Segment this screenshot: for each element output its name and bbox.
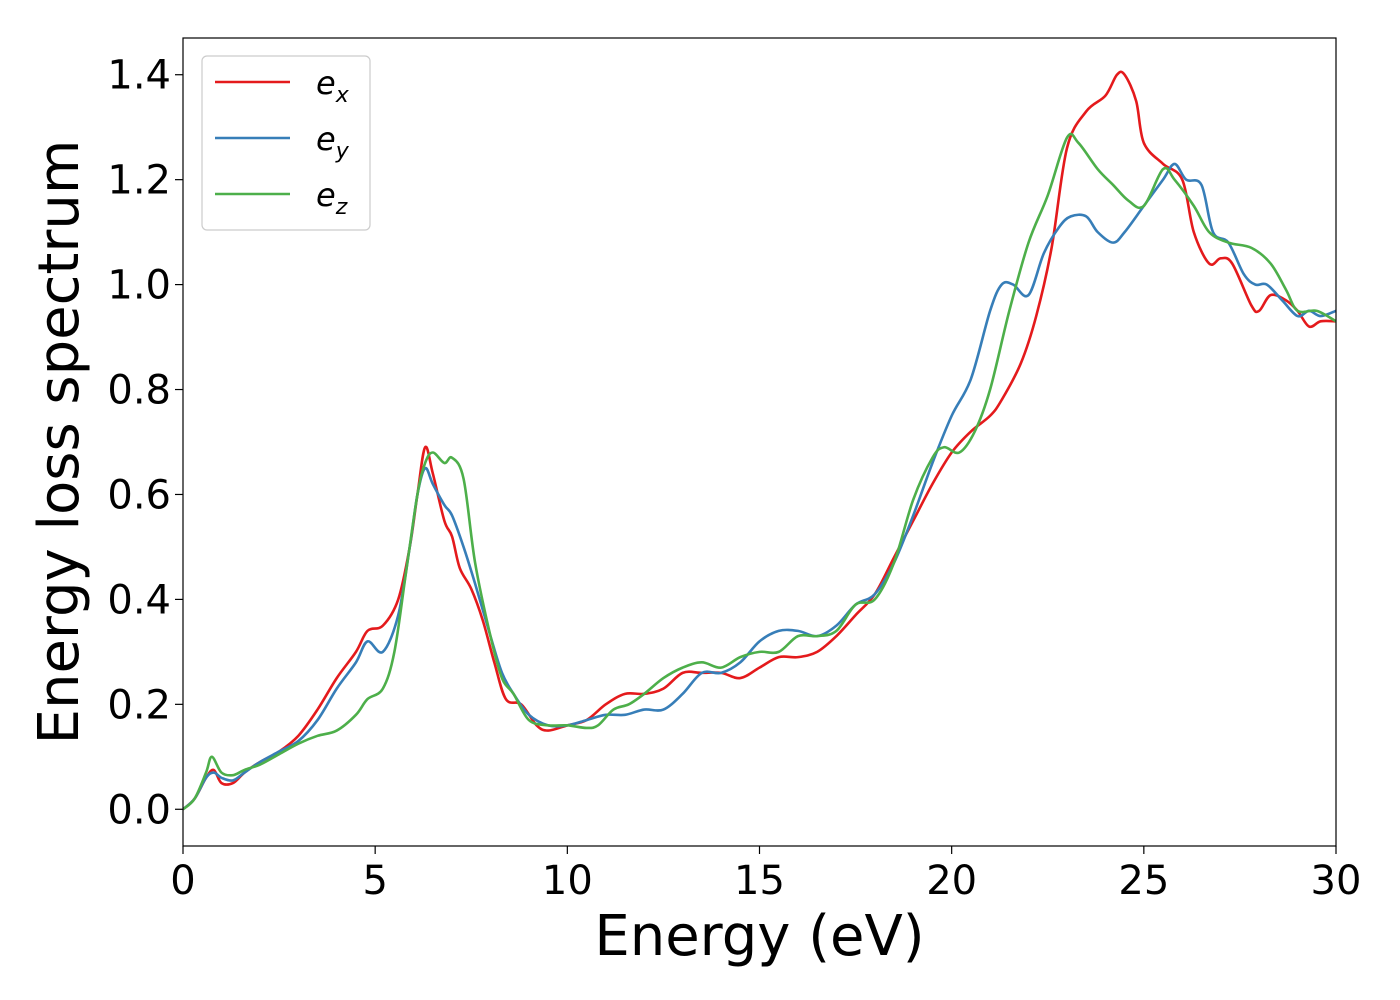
- legend-entry-subscript: y: [335, 139, 350, 164]
- x-axis-ticks: 0 5 10 15 20 25 30: [170, 846, 1361, 904]
- y-tick-label: 0.6: [107, 472, 171, 518]
- y-axis-ticks: 0.0 0.2 0.4 0.6 0.8 1.0 1.2 1.4: [107, 53, 183, 833]
- series-layer: [183, 70, 1336, 811]
- legend-entry-base: e: [316, 176, 336, 214]
- x-tick-label: 30: [1311, 858, 1362, 904]
- series-line-ex: [183, 70, 1336, 811]
- x-tick-label: 20: [926, 858, 977, 904]
- legend-box: [201, 55, 371, 231]
- y-tick-label: 1.2: [107, 158, 171, 204]
- legend-entry-ex: ex: [316, 64, 350, 108]
- legend-entry-base: e: [316, 120, 336, 158]
- y-tick-label: 1.0: [107, 263, 171, 309]
- x-tick-label: 10: [542, 858, 593, 904]
- legend-entry-subscript: z: [335, 195, 348, 220]
- legend-entry-subscript: x: [335, 83, 350, 108]
- y-tick-label: 0.4: [107, 577, 171, 623]
- y-axis-label: Energy loss spectrum: [27, 140, 92, 745]
- y-tick-label: 0.0: [107, 787, 171, 833]
- legend-entry-base: e: [316, 64, 336, 102]
- x-tick-label: 15: [734, 858, 785, 904]
- y-tick-label: 0.8: [107, 368, 171, 414]
- y-tick-label: 0.2: [107, 682, 171, 728]
- legend-entry-ey: ey: [316, 120, 350, 164]
- series-line-ez: [183, 132, 1336, 811]
- legend-entry-ez: ez: [316, 176, 348, 220]
- x-tick-label: 25: [1118, 858, 1169, 904]
- x-tick-label: 5: [362, 858, 387, 904]
- y-tick-label: 1.4: [107, 53, 171, 99]
- x-tick-label: 0: [170, 858, 195, 904]
- x-axis-label: Energy (eV): [594, 904, 924, 969]
- series-line-ey: [183, 162, 1336, 811]
